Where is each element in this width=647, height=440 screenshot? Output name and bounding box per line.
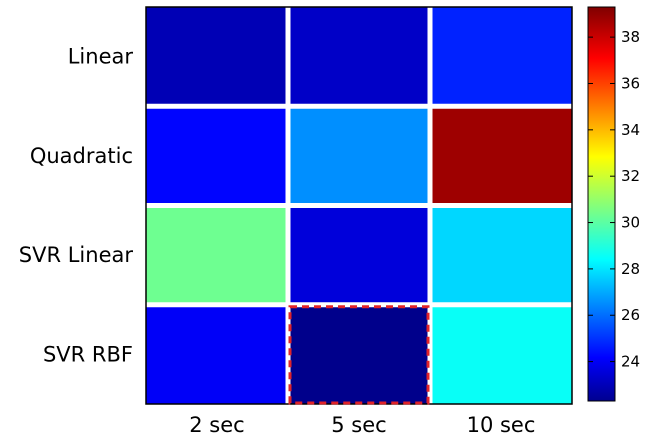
cell-svr-rbf-5-sec <box>288 304 430 404</box>
colorbar <box>587 6 616 402</box>
cell-svr-rbf-10-sec <box>430 304 572 404</box>
colorbar-ticks: 24 26 28 30 32 34 36 38 <box>588 28 640 371</box>
cell-linear-2-sec <box>146 7 288 107</box>
colorbar-tick-label: 34 <box>621 121 640 139</box>
cell-quadratic-2-sec <box>146 106 288 206</box>
cell-svr-linear-10-sec <box>430 205 572 305</box>
colorbar-tick-label: 38 <box>621 28 640 46</box>
grid-separators <box>146 7 572 404</box>
row-label-linear: Linear <box>68 45 134 69</box>
cell-svr-linear-5-sec <box>288 205 430 305</box>
column-label-10-sec: 10 sec <box>467 413 536 437</box>
row-label-svr-linear: SVR Linear <box>19 243 134 267</box>
row-label-quadratic: Quadratic <box>30 144 133 168</box>
colorbar-tick-label: 30 <box>621 214 640 232</box>
row-labels: Linear Quadratic SVR Linear SVR RBF <box>19 45 134 367</box>
cell-linear-5-sec <box>288 7 430 107</box>
column-labels: 2 sec 5 sec 10 sec <box>189 413 535 437</box>
colorbar-tick-label: 36 <box>621 74 640 92</box>
cell-quadratic-10-sec <box>430 106 572 206</box>
colorbar-tick-label: 28 <box>621 260 640 278</box>
cell-linear-10-sec <box>430 7 572 107</box>
colorbar-tick-label: 26 <box>621 306 640 324</box>
cell-svr-rbf-2-sec <box>146 304 288 404</box>
column-label-2-sec: 2 sec <box>189 413 244 437</box>
highlight-box <box>288 305 430 405</box>
row-label-svr-rbf: SVR RBF <box>43 342 133 366</box>
heatmap-cells <box>146 7 572 404</box>
column-label-5-sec: 5 sec <box>331 413 386 437</box>
cell-quadratic-5-sec <box>288 106 430 206</box>
colorbar-tick-label: 24 <box>621 353 640 371</box>
cell-svr-linear-2-sec <box>146 205 288 305</box>
colorbar-tick-label: 32 <box>621 167 640 185</box>
